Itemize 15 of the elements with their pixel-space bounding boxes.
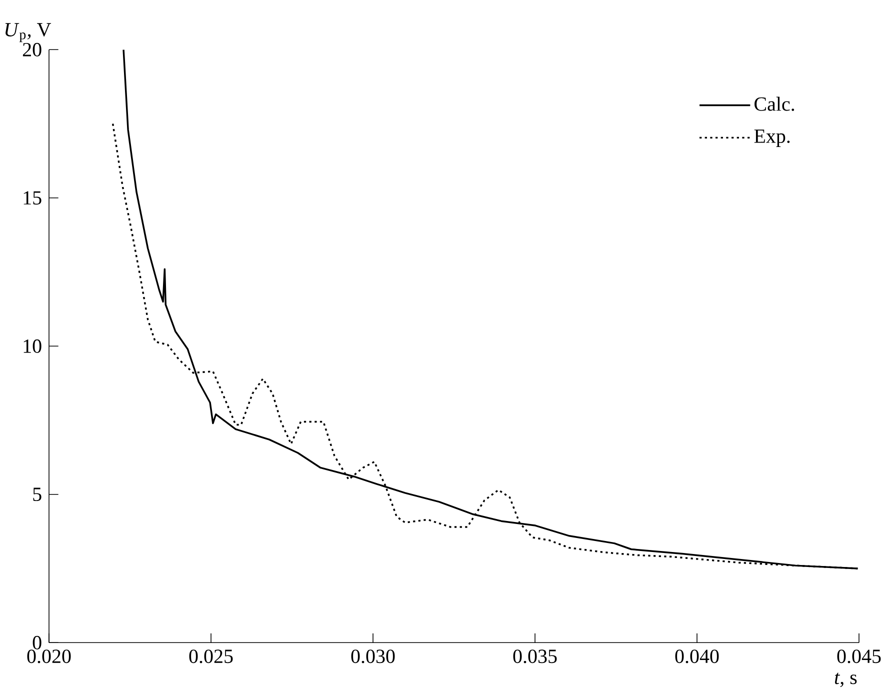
legend-label: Exp. xyxy=(754,130,790,148)
y-tick-label: 5 xyxy=(33,488,42,502)
x-tick-label: 0.030 xyxy=(351,650,395,664)
x-tick-label: 0.025 xyxy=(189,650,233,664)
y-tick-label: 15 xyxy=(24,191,42,205)
y-tick-label: 10 xyxy=(24,339,42,353)
x-axis-title: t, s xyxy=(834,672,857,688)
y-tick-label: 0 xyxy=(32,636,42,650)
x-tick-label: 0.045 xyxy=(837,650,881,664)
y-tick-label: 20 xyxy=(22,42,42,56)
x-tick-label: 0.040 xyxy=(675,650,719,664)
y-axis-title: U$_{p}$, V xyxy=(5,23,52,42)
x-tick-label: 0.035 xyxy=(513,650,557,664)
legend-label: Calc. xyxy=(754,96,794,111)
x-tick-label: 0.020 xyxy=(27,650,71,664)
